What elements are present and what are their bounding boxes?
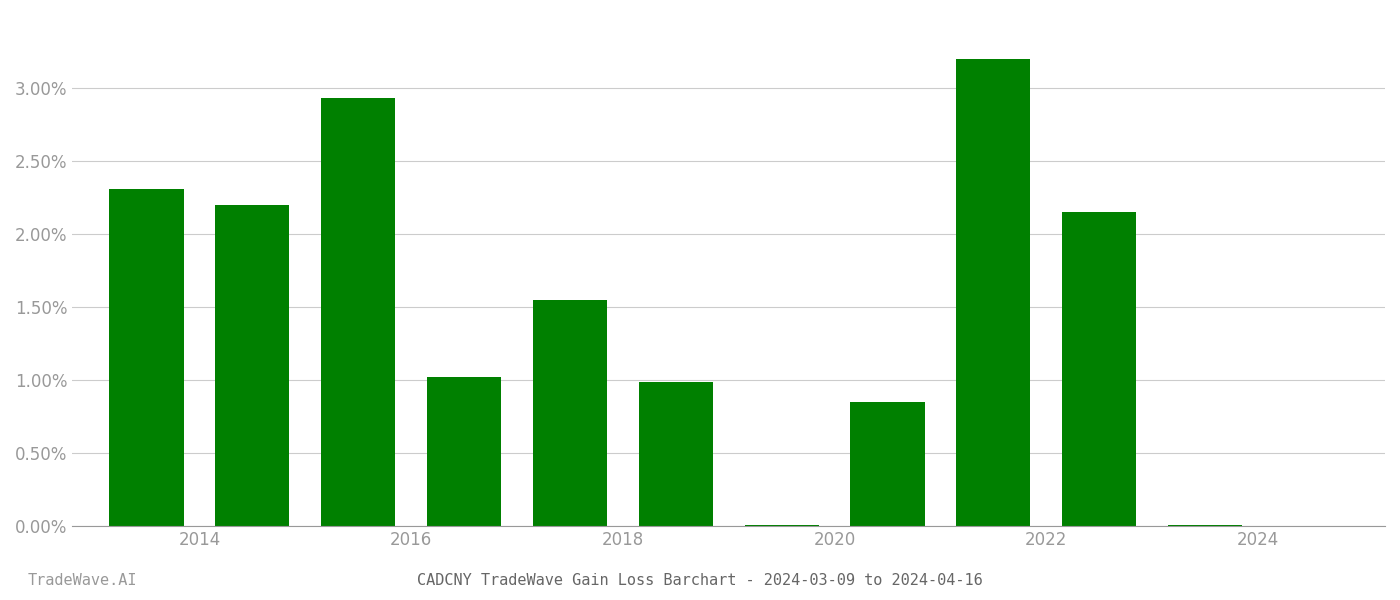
Bar xyxy=(109,189,183,526)
Bar xyxy=(533,300,608,526)
Text: CADCNY TradeWave Gain Loss Barchart - 2024-03-09 to 2024-04-16: CADCNY TradeWave Gain Loss Barchart - 20… xyxy=(417,573,983,588)
Bar xyxy=(850,402,924,526)
Bar xyxy=(427,377,501,526)
Text: TradeWave.AI: TradeWave.AI xyxy=(28,573,137,588)
Bar xyxy=(638,382,713,526)
Bar xyxy=(216,205,290,526)
Bar xyxy=(956,59,1030,526)
Bar xyxy=(321,98,395,526)
Bar xyxy=(1063,212,1137,526)
Bar xyxy=(1168,524,1242,526)
Bar xyxy=(745,524,819,526)
